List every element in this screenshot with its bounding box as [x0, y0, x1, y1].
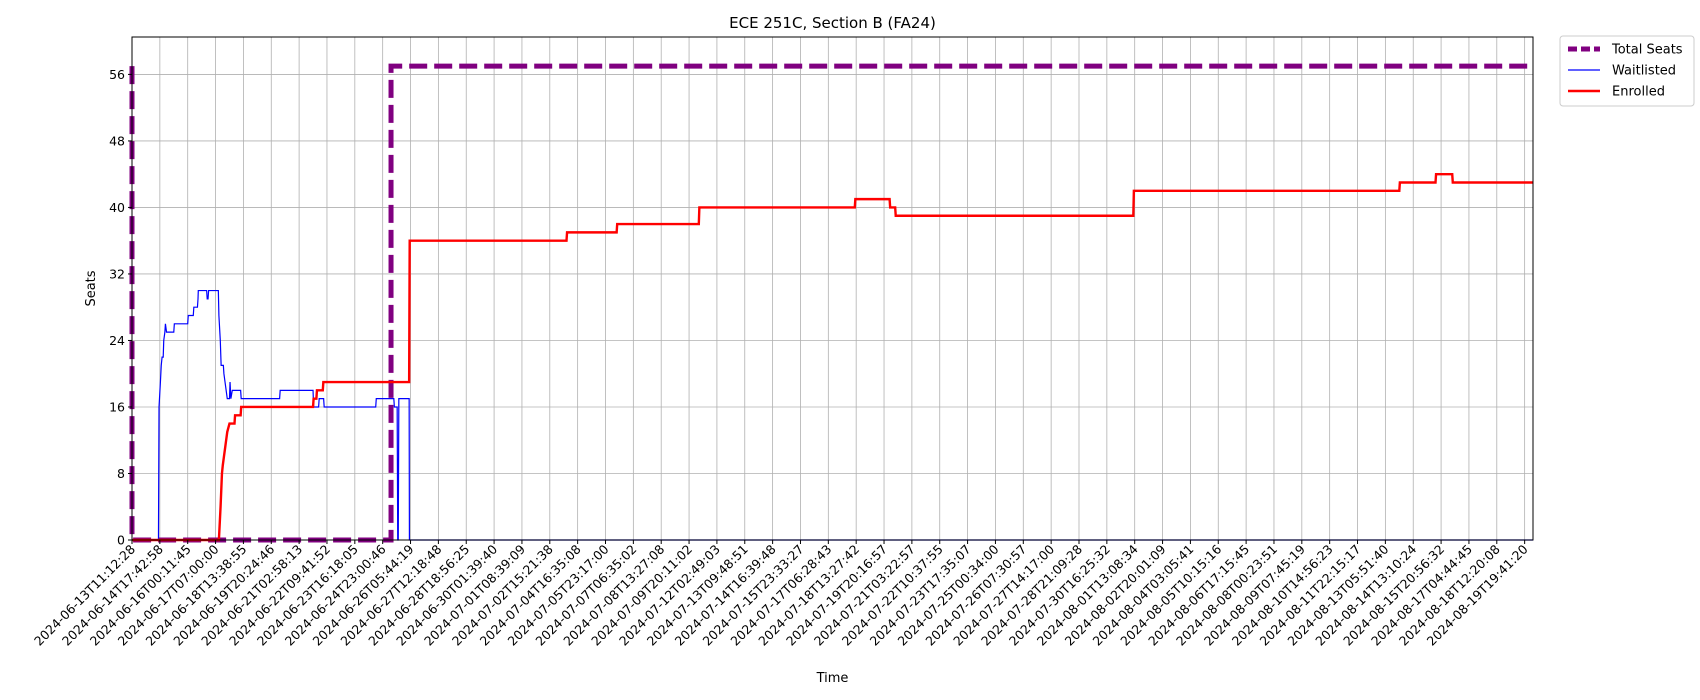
- grid: [131, 37, 1533, 541]
- x-axis-label: Time: [816, 671, 849, 686]
- legend-label: Enrolled: [1612, 85, 1665, 100]
- series-line-total-seats: [129, 63, 1533, 543]
- series-layer: [129, 63, 1533, 543]
- y-tick-label: 56: [109, 67, 125, 82]
- y-tick-label: 16: [109, 399, 125, 414]
- chart-title: ECE 251C, Section B (FA24): [729, 14, 936, 32]
- y-tick-label: 32: [109, 266, 125, 281]
- series-line-enrolled: [132, 172, 1533, 542]
- y-tick-label: 8: [117, 466, 125, 481]
- plot-area-frame: [131, 36, 1534, 541]
- y-axis-label: Seats: [84, 270, 99, 306]
- y-tick-label: 24: [109, 333, 125, 348]
- y-tick-label: 40: [109, 200, 125, 215]
- legend: Total Seats Waitlisted Enrolled: [1559, 35, 1695, 107]
- y-axis-ticks: 0 8 16 24 32 40 48 56: [109, 67, 132, 548]
- legend-label: Total Seats: [1611, 43, 1683, 58]
- legend-label: Waitlisted: [1612, 64, 1676, 79]
- legend-box: [1559, 35, 1695, 107]
- x-axis-ticks: 2024-06-13T11:12:282024-06-14T17:42:5820…: [31, 540, 1531, 649]
- y-tick-label: 48: [109, 133, 125, 148]
- y-tick-label: 0: [117, 533, 125, 548]
- series-line-waitlisted: [132, 289, 1533, 541]
